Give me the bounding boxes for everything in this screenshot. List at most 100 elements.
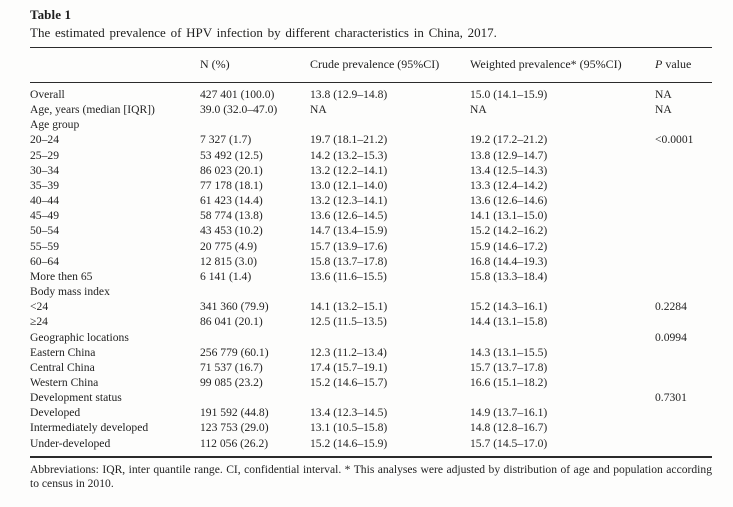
cell-p-value: 0.0994: [655, 330, 687, 344]
cell-n-percent: [200, 330, 310, 345]
cell-p-value: [655, 360, 712, 375]
row-label: Overall: [30, 88, 65, 101]
row-label: Age group: [30, 118, 80, 132]
row-label: 25–29: [30, 148, 59, 162]
cell-crude-prevalence: 13.2 (12.2–14.1): [310, 163, 388, 177]
cell-crude-prevalence: 13.0 (12.1–14.0): [310, 178, 388, 192]
cell-p-value: [655, 148, 712, 163]
table-row: 25–29 53 492 (12.5) 14.2 (13.2–15.3) 13.…: [30, 148, 712, 163]
cell-weighted-prevalence: 13.4 (12.5–14.3): [470, 163, 548, 177]
cell-crude-prevalence: 15.7 (13.9–17.6): [310, 239, 388, 253]
table-row: Developed 191 592 (44.8) 13.4 (12.3–14.5…: [30, 405, 712, 420]
row-label: Eastern China: [30, 345, 96, 359]
cell-n-percent: 427 401 (100.0): [200, 88, 275, 101]
cell-n-percent: [200, 117, 310, 132]
cell-n-percent: 71 537 (16.7): [200, 360, 263, 374]
cell-n-percent: 99 085 (23.2): [200, 375, 263, 389]
cell-weighted-prevalence: 16.8 (14.4–19.3): [470, 254, 548, 268]
cell-p-value: [655, 375, 712, 390]
cell-crude-prevalence: 12.3 (11.2–13.4): [310, 345, 387, 359]
cell-p-value: [655, 223, 712, 238]
cell-n-percent: 341 360 (79.9): [200, 300, 269, 314]
table-row: More then 65 6 141 (1.4) 13.6 (11.6–15.5…: [30, 269, 712, 284]
cell-n-percent: 12 815 (3.0): [200, 254, 257, 268]
cell-n-percent: [200, 390, 310, 405]
row-label: Age, years (median [IQR]): [30, 103, 155, 117]
row-label: Western China: [30, 375, 99, 389]
row-label: Developed: [30, 406, 81, 420]
table-row: Eastern China 256 779 (60.1) 12.3 (11.2–…: [30, 345, 712, 360]
cell-crude-prevalence: 19.7 (18.1–21.2): [310, 133, 388, 147]
cell-crude-prevalence: 13.2 (12.3–14.1): [310, 194, 388, 208]
cell-n-percent: 86 041 (20.1): [200, 315, 263, 329]
cell-n-percent: 123 753 (29.0): [200, 421, 269, 435]
cell-n-percent: 86 023 (20.1): [200, 163, 263, 177]
cell-p-value: [655, 420, 712, 435]
col-header-characteristic: [30, 48, 200, 83]
cell-crude-prevalence: NA: [310, 103, 327, 117]
cell-n-percent: 53 492 (12.5): [200, 148, 263, 162]
cell-crude-prevalence: 13.8 (12.9–14.8): [310, 88, 388, 101]
cell-p-value: [655, 269, 712, 284]
cell-n-percent: 112 056 (26.2): [200, 436, 269, 450]
cell-weighted-prevalence: 14.8 (12.8–16.7): [470, 421, 548, 435]
cell-p-value: [655, 178, 712, 193]
cell-p-value: 0.2284: [655, 300, 687, 314]
cell-crude-prevalence: 14.7 (13.4–15.9): [310, 224, 388, 238]
table-row: 30–34 86 023 (20.1) 13.2 (12.2–14.1) 13.…: [30, 163, 712, 178]
cell-crude-prevalence: 13.1 (10.5–15.8): [310, 421, 388, 435]
row-label: 35–39: [30, 178, 59, 192]
cell-n-percent: 77 178 (18.1): [200, 178, 263, 192]
cell-p-value: 0.7301: [655, 391, 687, 405]
cell-n-percent: 20 775 (4.9): [200, 239, 257, 253]
cell-weighted-prevalence: 15.2 (14.3–16.1): [470, 300, 548, 314]
cell-p-value: NA: [655, 88, 672, 101]
table-row: Central China 71 537 (16.7) 17.4 (15.7–1…: [30, 360, 712, 375]
cell-p-value: [655, 314, 712, 329]
cell-p-value: [655, 117, 712, 132]
cell-weighted-prevalence: NA: [470, 103, 487, 117]
cell-weighted-prevalence: 15.2 (14.2–16.2): [470, 224, 548, 238]
cell-p-value: [655, 284, 712, 299]
cell-n-percent: 191 592 (44.8): [200, 406, 269, 420]
table-row: Intermediately developed 123 753 (29.0) …: [30, 420, 712, 435]
row-label: 40–44: [30, 194, 59, 208]
section-header-row: Geographic locations 0.0994: [30, 330, 712, 345]
cell-weighted-prevalence: 16.6 (15.1–18.2): [470, 375, 548, 389]
row-label: 60–64: [30, 254, 59, 268]
cell-crude-prevalence: 15.2 (14.6–15.7): [310, 375, 388, 389]
cell-crude-prevalence: [310, 117, 470, 132]
row-label: ≥24: [30, 315, 48, 329]
p-value-italic-p: P: [655, 57, 663, 71]
cell-weighted-prevalence: 15.7 (14.5–17.0): [470, 436, 548, 450]
col-header-weighted-prevalence: Weighted prevalence* (95%CI): [470, 57, 622, 71]
row-label: 20–24: [30, 133, 59, 147]
cell-crude-prevalence: 13.6 (11.6–15.5): [310, 269, 387, 283]
cell-p-value: [655, 254, 712, 269]
cell-weighted-prevalence: 14.9 (13.7–16.1): [470, 406, 548, 420]
table-row: Under-developed 112 056 (26.2) 15.2 (14.…: [30, 436, 712, 457]
cell-n-percent: 7 327 (1.7): [200, 133, 252, 147]
cell-p-value: [655, 163, 712, 178]
cell-p-value: NA: [655, 103, 672, 117]
section-header-row: Age group: [30, 117, 712, 132]
cell-crude-prevalence: [310, 330, 470, 345]
table-row: 55–59 20 775 (4.9) 15.7 (13.9–17.6) 15.9…: [30, 239, 712, 254]
cell-p-value: [655, 208, 712, 223]
cell-n-percent: 256 779 (60.1): [200, 345, 269, 359]
table-row: ≥24 86 041 (20.1) 12.5 (11.5–13.5) 14.4 …: [30, 314, 712, 329]
table-row: 50–54 43 453 (10.2) 14.7 (13.4–15.9) 15.…: [30, 223, 712, 238]
cell-p-value: [655, 436, 712, 457]
table-caption: The estimated prevalence of HPV infectio…: [30, 25, 497, 40]
header-row: N (%) Crude prevalence (95%CI) Weighted …: [30, 47, 712, 83]
cell-weighted-prevalence: [470, 284, 655, 299]
cell-weighted-prevalence: 14.1 (13.1–15.0): [470, 209, 548, 223]
cell-p-value: <0.0001: [655, 133, 694, 147]
cell-n-percent: 43 453 (10.2): [200, 224, 263, 238]
row-label: Intermediately developed: [30, 421, 149, 435]
cell-p-value: [655, 345, 712, 360]
cell-n-percent: 39.0 (32.0–47.0): [200, 103, 278, 117]
row-label: 50–54: [30, 224, 59, 238]
cell-weighted-prevalence: 15.7 (13.7–17.8): [470, 360, 548, 374]
